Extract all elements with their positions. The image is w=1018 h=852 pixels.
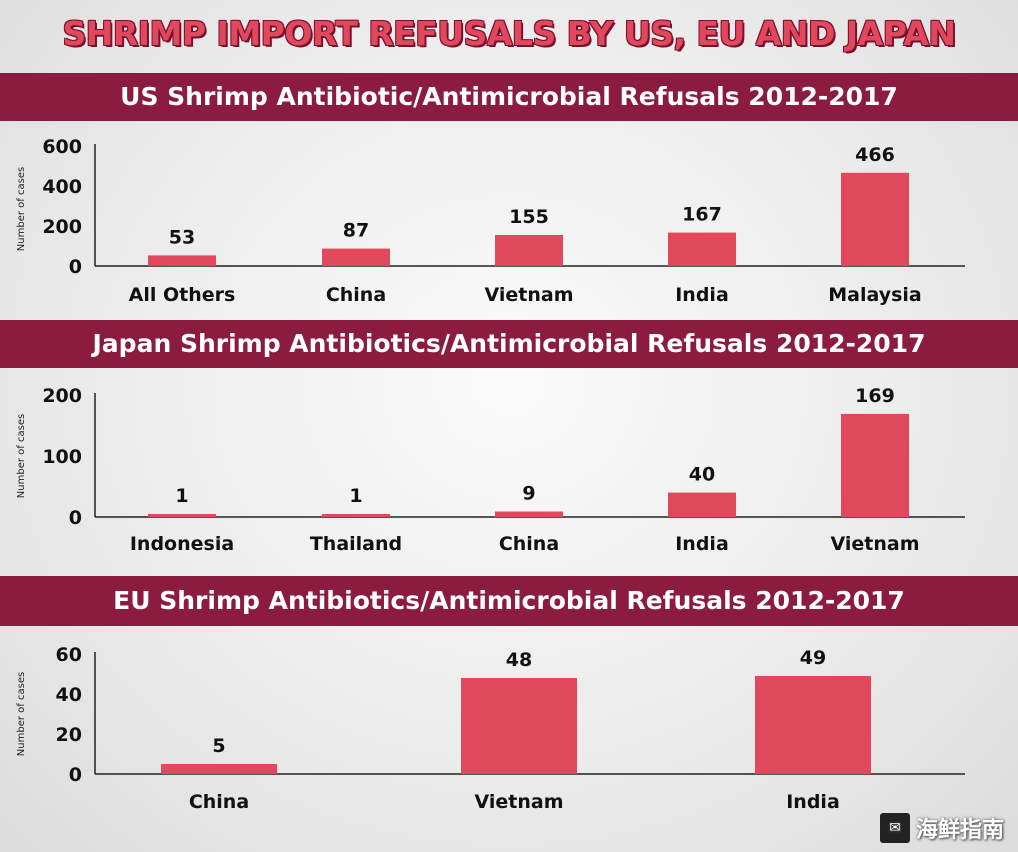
japan-category-label: Vietnam — [831, 533, 920, 555]
eu-chart-title: EU Shrimp Antibiotics/Antimicrobial Refu… — [113, 586, 905, 615]
japan-chart-title: Japan Shrimp Antibiotics/Antimicrobial R… — [92, 329, 926, 358]
japan-bar-value-label: 1 — [175, 485, 188, 507]
japan-bar-chart: Number of cases 0 100 200 1 Indonesia 1 Thailan… — [16, 385, 965, 555]
japan-y-axis-label: Number of cases — [16, 414, 27, 498]
japan-bar-value-label: 9 — [522, 483, 535, 505]
japan-bar-value-label: 169 — [855, 385, 895, 407]
japan-bar — [841, 413, 909, 517]
eu-category-label: Vietnam — [475, 791, 564, 813]
eu-category-label: China — [189, 791, 249, 813]
eu-y-tick-label: 40 — [56, 684, 82, 706]
japan-category-label: Thailand — [310, 533, 402, 555]
japan-y-tick-label: 100 — [42, 446, 82, 468]
eu-category-label: India — [786, 791, 840, 813]
us-bar — [495, 235, 563, 266]
us-chart-title: US Shrimp Antibiotic/Antimicrobial Refus… — [120, 82, 898, 111]
japan-bar — [495, 511, 563, 517]
us-category-label: Vietnam — [485, 284, 574, 306]
eu-y-axis-label: Number of cases — [16, 672, 27, 756]
us-bar — [841, 172, 909, 266]
eu-bar-chart: Number of cases 0 20 40 60 5 China 48 Vietnam 49 I… — [16, 644, 965, 813]
us-category-label: China — [326, 284, 386, 306]
eu-y-tick-label: 0 — [69, 764, 82, 786]
us-bar — [668, 232, 736, 266]
japan-category-label: Indonesia — [130, 533, 234, 555]
us-bar-chart: Number of cases 0 200 400 600 53 All Others 87 C… — [16, 136, 965, 306]
eu-bar — [461, 678, 577, 774]
eu-bar-value-label: 48 — [506, 649, 532, 671]
japan-bar — [322, 514, 390, 517]
wechat-icon: ✉ — [879, 813, 910, 843]
us-y-axis-label: Number of cases — [16, 167, 27, 251]
us-category-label: Malaysia — [828, 284, 922, 306]
watermark: ✉ 海鲜指南 — [879, 812, 1004, 844]
japan-category-label: China — [499, 533, 559, 555]
japan-chart-title-band: Japan Shrimp Antibiotics/Antimicrobial R… — [0, 320, 1018, 368]
us-bar-value-label: 53 — [169, 226, 195, 248]
us-y-tick-label: 200 — [42, 216, 82, 238]
eu-bar-value-label: 49 — [800, 647, 826, 669]
japan-bar-value-label: 40 — [689, 464, 715, 486]
eu-y-tick-label: 60 — [56, 644, 82, 666]
japan-bar-value-label: 1 — [349, 485, 362, 507]
us-y-tick-label: 600 — [42, 136, 82, 158]
us-chart-title-band: US Shrimp Antibiotic/Antimicrobial Refus… — [0, 73, 1018, 121]
us-y-tick-label: 0 — [69, 256, 82, 278]
eu-bar — [161, 764, 277, 774]
watermark-text: 海鲜指南 — [915, 818, 1004, 843]
us-bar-value-label: 167 — [682, 204, 722, 226]
japan-bar — [148, 514, 216, 517]
eu-bar — [755, 676, 871, 774]
japan-y-tick-label: 0 — [69, 507, 82, 529]
eu-y-tick-label: 20 — [56, 724, 82, 746]
japan-category-label: India — [675, 533, 729, 555]
us-bar — [148, 255, 216, 266]
us-bar-value-label: 155 — [509, 206, 549, 228]
main-title: SHRIMP IMPORT REFUSALS BY US, EU AND JAP… — [62, 14, 956, 53]
us-category-label: All Others — [129, 284, 236, 306]
us-bar-value-label: 87 — [343, 220, 369, 242]
japan-bar — [668, 492, 736, 517]
eu-bar-value-label: 5 — [212, 735, 225, 757]
us-bar — [322, 248, 390, 266]
japan-y-tick-label: 200 — [42, 385, 82, 407]
us-category-label: India — [675, 284, 729, 306]
us-bar-value-label: 466 — [855, 144, 895, 166]
us-y-tick-label: 400 — [42, 176, 82, 198]
eu-chart-title-band: EU Shrimp Antibiotics/Antimicrobial Refu… — [0, 576, 1018, 626]
